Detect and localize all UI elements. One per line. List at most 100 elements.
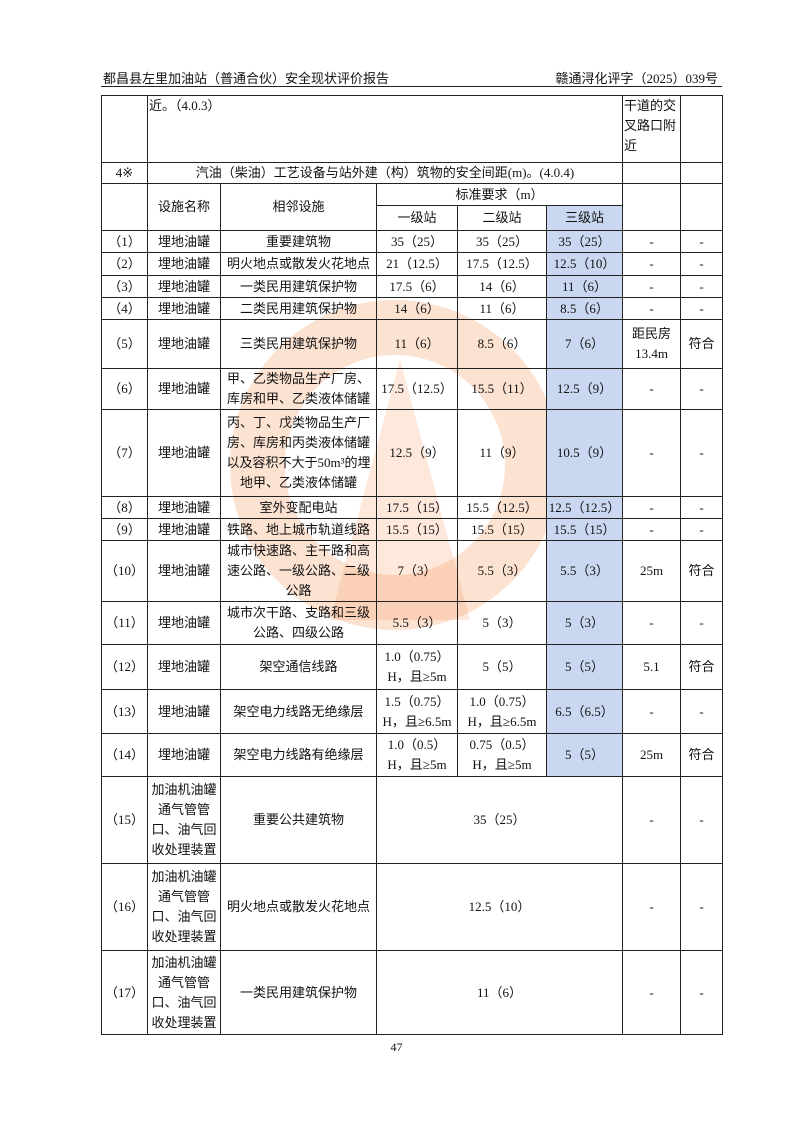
standard-value: 11（6） — [376, 950, 623, 1035]
actual-value: - — [622, 496, 681, 519]
adjacent-facility: 城市次干路、支路和三级公路、四级公路 — [220, 601, 377, 645]
level1-value: 21（12.5） — [376, 252, 458, 276]
level3-value: 11（6） — [546, 275, 623, 298]
level1-value: 17.5（6） — [376, 275, 458, 298]
adjacent-facility: 明火地点或散发火花地点 — [220, 252, 377, 276]
row-number: （10） — [101, 540, 148, 602]
adjacent-facility: 二类民用建筑保护物 — [220, 297, 377, 320]
table-row: （7） 埋地油罐 丙、丁、戊类物品生产厂房、库房和丙类液体储罐以及容积不大于50m³… — [101, 409, 723, 497]
result-value: - — [680, 863, 723, 951]
adjacent-facility: 架空电力线路有绝缘层 — [220, 733, 377, 777]
facility-name: 埋地油罐 — [147, 368, 221, 410]
table-row: （16） 加油机油罐通气管管口、油气回收处理装置 明火地点或散发火花地点 12.5（1… — [101, 863, 723, 951]
facility-name: 埋地油罐 — [147, 601, 221, 645]
facility-name: 埋地油罐 — [147, 319, 221, 369]
level2-value: 11（6） — [457, 297, 547, 320]
level1-value: 1.5（0.75）H，且≥6.5m — [376, 689, 458, 734]
facility-name: 埋地油罐 — [147, 496, 221, 519]
adjacent-facility: 重要公共建筑物 — [220, 776, 377, 864]
result-value: - — [680, 518, 723, 541]
result-value: 符合 — [680, 540, 723, 602]
level2-value: 8.5（6） — [457, 319, 547, 369]
result-value: - — [680, 230, 723, 253]
table-row: （11） 埋地油罐 城市次干路、支路和三级公路、四级公路 5.5（3） 5（3） 5（3）… — [101, 601, 723, 645]
level3-value: 7（6） — [546, 319, 623, 369]
col-level3: 三级站 — [546, 205, 623, 231]
adjacent-facility: 一类民用建筑保护物 — [220, 275, 377, 298]
page-number: 47 — [390, 1040, 403, 1054]
result-value: - — [680, 601, 723, 645]
actual-value: - — [622, 297, 681, 320]
table-row: （17） 加油机油罐通气管管口、油气回收处理装置 一类民用建筑保护物 11（6） - - — [101, 950, 723, 1035]
adjacent-facility: 明火地点或散发火花地点 — [220, 863, 377, 951]
adjacent-facility: 重要建筑物 — [220, 230, 377, 253]
adjacent-facility: 铁路、地上城市轨道线路 — [220, 518, 377, 541]
adjacent-facility: 架空通信线路 — [220, 644, 377, 690]
actual-value: - — [622, 275, 681, 298]
actual-value: - — [622, 863, 681, 951]
actual-value: 25m — [622, 733, 681, 777]
row-number: （8） — [101, 496, 148, 519]
level2-value: 14（6） — [457, 275, 547, 298]
table-row: 近。（4.0.3） 干道的交叉路口附近 — [101, 95, 723, 163]
level2-value: 15.5（11） — [457, 368, 547, 410]
result-value: 符合 — [680, 733, 723, 777]
level1-value: 35（25） — [376, 230, 458, 253]
row-number: （2） — [101, 252, 148, 276]
section-number: 4※ — [101, 162, 148, 184]
row-number: （14） — [101, 733, 148, 777]
row-number: （7） — [101, 409, 148, 497]
column-header-row: 设施名称 相邻设施 标准要求（m） — [101, 183, 723, 231]
adjacent-facility: 三类民用建筑保护物 — [220, 319, 377, 369]
row-number: （6） — [101, 368, 148, 410]
col-standard: 标准要求（m） — [376, 183, 623, 206]
row-number: （17） — [101, 950, 148, 1035]
actual-value: - — [622, 230, 681, 253]
facility-name: 加油机油罐通气管管口、油气回收处理装置 — [147, 950, 221, 1035]
table-row: （1） 埋地油罐 重要建筑物 35（25） 35（25） 35（25） - - — [101, 230, 723, 253]
col-level2: 二级站 — [457, 205, 547, 231]
actual-value: - — [622, 776, 681, 864]
level3-value: 35（25） — [546, 230, 623, 253]
standard-value: 35（25） — [376, 776, 623, 864]
result-value: - — [680, 496, 723, 519]
table-row: （5） 埋地油罐 三类民用建筑保护物 11（6） 8.5（6） 7（6） 距民房13.4m 符… — [101, 319, 723, 369]
clause-text: 近。（4.0.3） — [147, 95, 623, 163]
level3-value: 15.5（15） — [546, 518, 623, 541]
col-facility: 设施名称 — [147, 183, 221, 231]
actual-value: 干道的交叉路口附近 — [622, 95, 681, 163]
actual-value: - — [622, 368, 681, 410]
level2-value: 15.5（12.5） — [457, 496, 547, 519]
actual-value: - — [622, 689, 681, 734]
level2-value: 5.5（3） — [457, 540, 547, 602]
facility-name: 埋地油罐 — [147, 409, 221, 497]
table-row: （2） 埋地油罐 明火地点或散发火花地点 21（12.5） 17.5（12.5） 12.5… — [101, 252, 723, 276]
level3-value: 5（5） — [546, 733, 623, 777]
report-title: 都昌县左里加油站（普通合伙）安全现状评价报告 — [103, 71, 390, 86]
facility-name: 埋地油罐 — [147, 252, 221, 276]
table-row: （13） 埋地油罐 架空电力线路无绝缘层 1.5（0.75）H，且≥6.5m 1.0（0… — [101, 689, 723, 734]
result-value: - — [680, 297, 723, 320]
adjacent-facility: 架空电力线路无绝缘层 — [220, 689, 377, 734]
actual-value: 5.1 — [622, 644, 681, 690]
adjacent-facility: 城市快速路、主干路和高速公路、一级公路、二级公路 — [220, 540, 377, 602]
row-number: （15） — [101, 776, 148, 864]
facility-name: 埋地油罐 — [147, 689, 221, 734]
level1-value: 17.5（12.5） — [376, 368, 458, 410]
level1-value: 5.5（3） — [376, 601, 458, 645]
table-row: （4） 埋地油罐 二类民用建筑保护物 14（6） 11（6） 8.5（6） - - — [101, 297, 723, 320]
adjacent-facility: 室外变配电站 — [220, 496, 377, 519]
level3-value: 12.5（10） — [546, 252, 623, 276]
level1-value: 12.5（9） — [376, 409, 458, 497]
facility-name: 埋地油罐 — [147, 644, 221, 690]
table-row: （15） 加油机油罐通气管管口、油气回收处理装置 重要公共建筑物 35（25） - - — [101, 776, 723, 864]
level3-value: 8.5（6） — [546, 297, 623, 320]
level2-value: 1.0（0.75）H，且≥6.5m — [457, 689, 547, 734]
row-number: （1） — [101, 230, 148, 253]
table-row: （9） 埋地油罐 铁路、地上城市轨道线路 15.5（15） 15.5（15） 15.5（1… — [101, 518, 723, 541]
adjacent-facility: 丙、丁、戊类物品生产厂房、库房和丙类液体储罐以及容积不大于50m³的埋地甲、乙类… — [220, 409, 377, 497]
table-row: （10） 埋地油罐 城市快速路、主干路和高速公路、一级公路、二级公路 7（3） 5.5（… — [101, 540, 723, 602]
result-value: - — [680, 776, 723, 864]
standard-value: 12.5（10） — [376, 863, 623, 951]
level3-value: 10.5（9） — [546, 409, 623, 497]
